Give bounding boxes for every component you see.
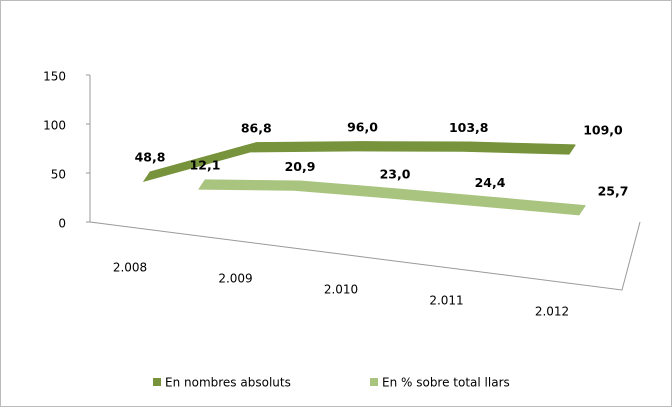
y-tick-label: 150 bbox=[43, 70, 66, 84]
y-tick-label: 0 bbox=[58, 217, 66, 231]
x-tick-label: 2.011 bbox=[429, 294, 463, 308]
legend-swatch bbox=[370, 378, 378, 386]
value-label: 12,1 bbox=[190, 158, 221, 173]
legend-label: En nombres absoluts bbox=[165, 376, 291, 390]
x-tick-label: 2.008 bbox=[113, 261, 147, 275]
floor-edge bbox=[89, 221, 641, 291]
legend-label: En % sobre total llars bbox=[382, 376, 510, 390]
x-tick-label: 2.012 bbox=[535, 305, 569, 319]
value-label: 25,7 bbox=[598, 183, 629, 198]
value-label: 109,0 bbox=[583, 123, 623, 138]
value-label: 48,8 bbox=[135, 150, 166, 165]
y-tick-label: 100 bbox=[43, 119, 66, 133]
value-label: 24,4 bbox=[475, 175, 506, 190]
value-label: 86,8 bbox=[241, 120, 272, 135]
value-label: 23,0 bbox=[380, 166, 411, 181]
x-tick-label: 2.009 bbox=[218, 272, 252, 286]
legend-swatch bbox=[153, 378, 161, 386]
line bbox=[149, 141, 576, 173]
value-label: 20,9 bbox=[285, 159, 316, 174]
value-label: 103,8 bbox=[449, 120, 489, 135]
y-tick-label: 50 bbox=[51, 168, 66, 182]
value-label: 96,0 bbox=[347, 119, 378, 134]
line bbox=[204, 179, 586, 207]
x-tick-label: 2.010 bbox=[324, 283, 358, 297]
